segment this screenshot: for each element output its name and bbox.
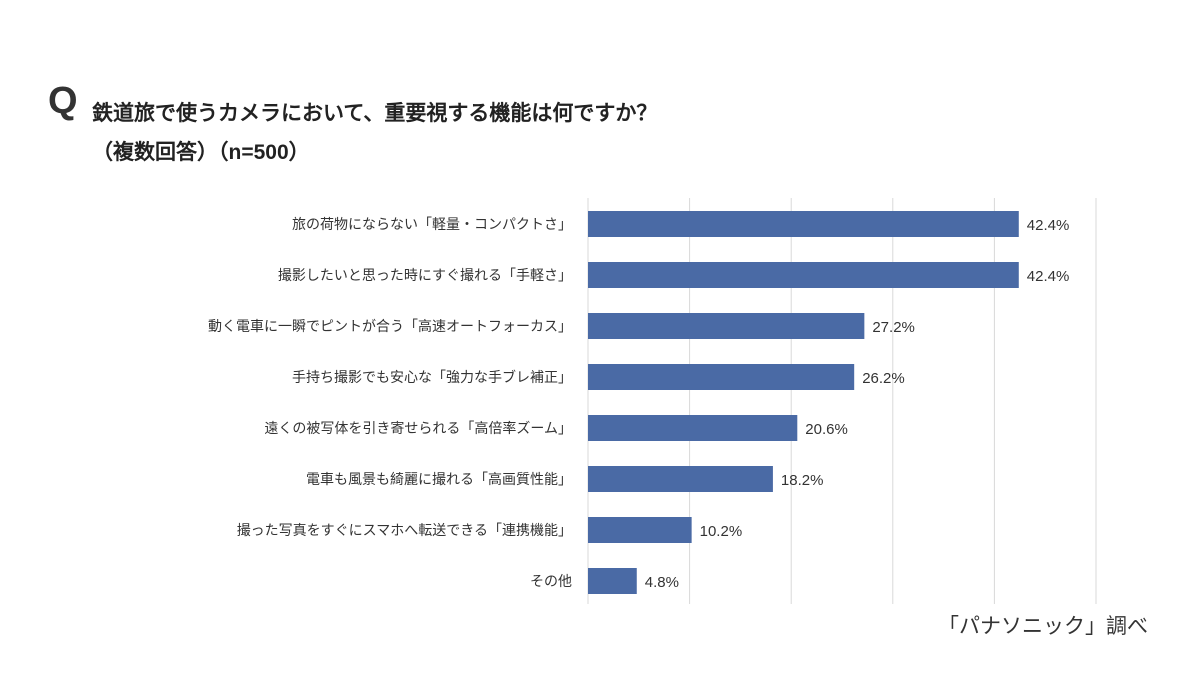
category-label: その他 <box>530 573 572 589</box>
question-mark: Q <box>48 80 78 122</box>
bar <box>588 415 798 441</box>
data-label: 4.8% <box>645 574 679 591</box>
source-note: 「パナソニック」調べ <box>938 615 1148 638</box>
category-label: 撮影したいと思った時にすぐ撮れる「手軽さ」 <box>278 267 572 283</box>
data-label: 20.6% <box>805 421 848 438</box>
bar <box>588 211 1019 237</box>
category-label: 撮った写真をすぐにスマホへ転送できる「連携機能」 <box>237 522 572 538</box>
data-label: 42.4% <box>1027 217 1070 234</box>
chart-subtitle: （複数回答）（n=500） <box>92 141 310 164</box>
category-label: 手持ち撮影でも安心な「強力な手ブレ補正」 <box>292 369 572 385</box>
category-label: 遠くの被写体を引き寄せられる「高倍率ズーム」 <box>264 420 572 436</box>
category-label: 電車も風景も綺麗に撮れる「高画質性能」 <box>306 471 572 487</box>
data-label: 10.2% <box>700 523 743 540</box>
data-label: 18.2% <box>781 472 824 489</box>
bar <box>588 568 637 594</box>
bar <box>588 313 865 339</box>
bar <box>588 517 692 543</box>
data-label: 26.2% <box>862 370 905 387</box>
bar <box>588 364 855 390</box>
chart-title: 鉄道旅で使うカメラにおいて、重要視する機能は何ですか？ <box>92 102 658 125</box>
bar <box>588 262 1019 288</box>
category-label: 動く電車に一瞬でピントが合う「高速オートフォーカス」 <box>208 318 572 334</box>
category-label: 旅の荷物にならない「軽量・コンパクトさ」 <box>292 216 572 232</box>
data-label: 27.2% <box>872 319 915 336</box>
data-label: 42.4% <box>1027 268 1070 285</box>
bar <box>588 466 773 492</box>
